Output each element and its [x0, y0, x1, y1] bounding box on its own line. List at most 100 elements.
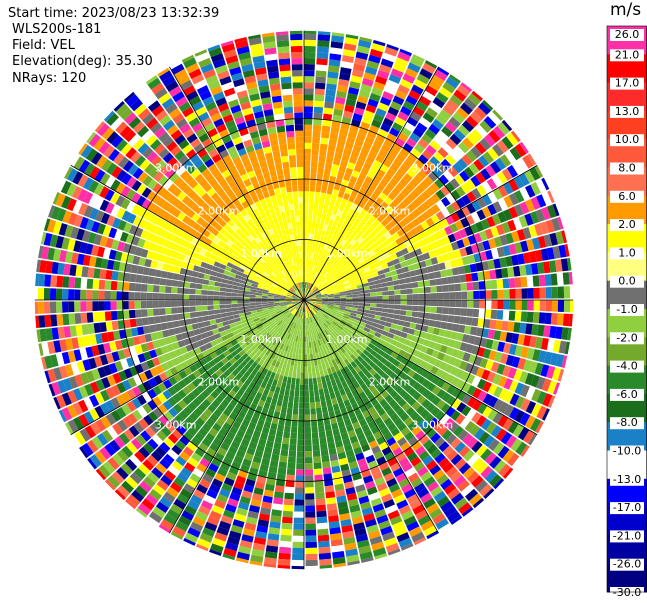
gate-cell [199, 478, 211, 489]
gate-cell [186, 478, 199, 489]
gate-cell [426, 382, 436, 392]
gate-cell [316, 320, 321, 327]
ray [304, 32, 345, 300]
gate-cell [426, 530, 439, 540]
gate-cell [239, 496, 251, 505]
gate-cell [220, 312, 228, 318]
gate-cell [358, 200, 366, 209]
ray [304, 300, 495, 499]
gate-cell [310, 264, 314, 271]
gate-cell [397, 398, 407, 408]
gate-cell [465, 245, 474, 256]
gate-cell [453, 425, 464, 437]
gate-cell [371, 322, 379, 328]
gate-cell [487, 147, 499, 161]
gate-cell [309, 302, 316, 305]
gate-cell [327, 305, 334, 308]
gate-cell [342, 257, 349, 264]
gate-cell [341, 116, 352, 125]
gate-cell [125, 147, 137, 160]
ray [304, 300, 573, 327]
gate-cell [163, 256, 172, 264]
gate-cell [376, 328, 384, 334]
gate-cell [467, 471, 480, 484]
gate-cell [142, 146, 154, 159]
gate-cell [256, 309, 264, 313]
gate-cell [544, 312, 552, 325]
gate-cell [307, 282, 311, 289]
gate-cell [277, 265, 283, 272]
gate-cell [214, 281, 221, 287]
gate-cell [335, 326, 342, 333]
gate-cell [286, 312, 292, 318]
gate-cell [352, 210, 360, 219]
gate-cell [134, 450, 146, 463]
gate-cell [291, 286, 296, 292]
gate-cell [223, 477, 235, 487]
gate-cell [432, 513, 446, 525]
gate-cell [308, 292, 314, 297]
gate-cell [307, 329, 310, 337]
gate-cell [373, 81, 386, 91]
gate-cell [323, 418, 331, 426]
gate-cell [473, 159, 485, 171]
gate-cell [162, 389, 172, 400]
gate-cell [409, 499, 422, 510]
gate-cell [309, 302, 316, 306]
gate-cell [243, 306, 251, 310]
gate-cell [212, 422, 222, 432]
gate-cell [321, 186, 328, 194]
gate-cell [491, 248, 499, 259]
gate-cell [70, 154, 80, 167]
gate-cell [77, 174, 89, 188]
gate-cell [115, 182, 126, 195]
gate-cell [49, 354, 59, 368]
gate-cell [551, 217, 561, 232]
gate-cell [281, 305, 288, 309]
gate-cell [498, 198, 508, 211]
gate-cell [333, 303, 341, 306]
gate-cell [304, 70, 315, 77]
gate-cell [338, 311, 345, 315]
gate-cell [313, 289, 320, 294]
gate-cell [438, 523, 451, 533]
gate-cell [434, 69, 448, 81]
gate-cell [315, 281, 321, 287]
gate-cell [142, 380, 153, 391]
gate-cell [413, 537, 427, 546]
gate-cell [305, 269, 307, 276]
gate-cell [113, 330, 121, 341]
gate-cell [416, 274, 424, 282]
gate-cell [279, 540, 292, 548]
gate-cell [316, 301, 323, 303]
gate-cell [316, 234, 321, 242]
gate-cell [326, 355, 332, 362]
gate-cell [134, 246, 143, 257]
gate-cell [337, 362, 344, 370]
gate-cell [460, 182, 471, 194]
gate-cell [448, 307, 455, 315]
gate-cell [226, 353, 234, 361]
gate-cell [305, 330, 308, 337]
gate-cell [280, 369, 286, 376]
gate-cell [282, 324, 288, 331]
gate-cell [223, 547, 237, 558]
gate-cell [395, 354, 404, 362]
gate-cell [44, 370, 51, 384]
gate-cell [322, 330, 328, 337]
gate-cell [193, 347, 202, 355]
gate-cell [345, 487, 356, 495]
gate-cell [541, 408, 550, 421]
gate-cell [471, 376, 481, 387]
gate-cell [378, 461, 390, 471]
gate-cell [304, 384, 309, 391]
gate-cell [540, 248, 549, 261]
gate-cell [264, 244, 271, 252]
gate-cell [308, 329, 312, 336]
gate-cell [382, 91, 394, 101]
gate-cell [304, 233, 308, 240]
gate-cell [461, 484, 474, 497]
gate-cell [252, 280, 259, 285]
gate-cell [277, 558, 291, 566]
gate-cell [348, 498, 359, 507]
